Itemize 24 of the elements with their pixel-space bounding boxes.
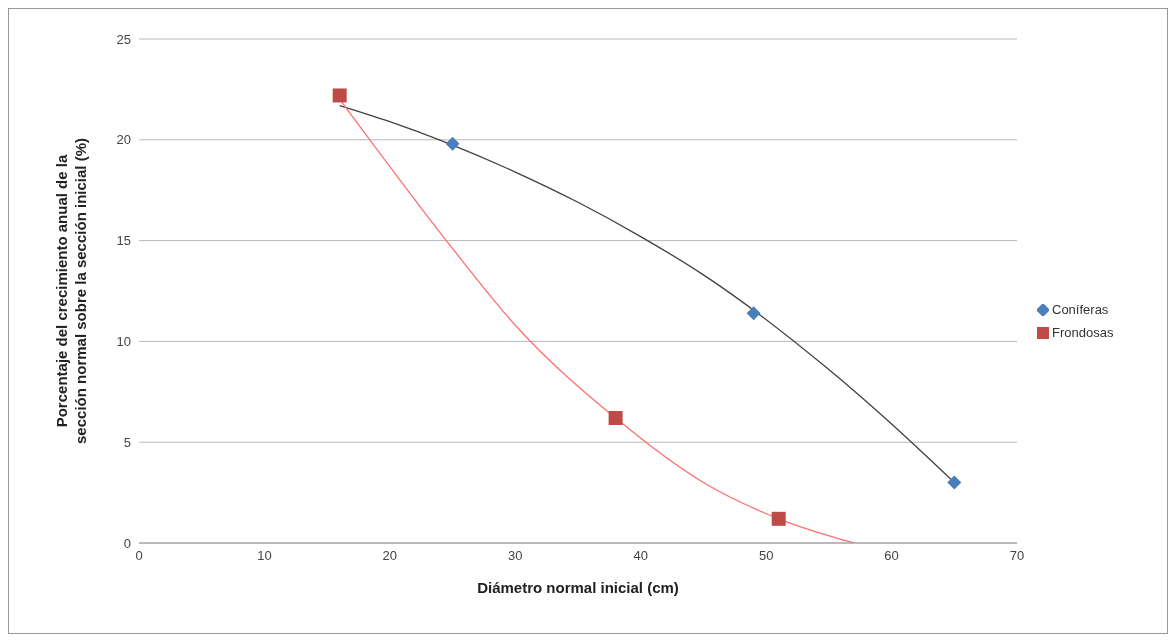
legend-label: Frondosas: [1052, 325, 1114, 340]
y-tick-label: 15: [116, 233, 131, 249]
x-tick-label: 60: [884, 548, 899, 564]
x-tick-label: 70: [1009, 548, 1025, 564]
x-tick-label: 10: [257, 548, 272, 564]
point: [332, 88, 347, 103]
x-tick-label: 0: [135, 548, 143, 564]
y-tick-label: 0: [123, 535, 131, 551]
y-tick-label: 25: [116, 31, 131, 47]
x-tick-label: 40: [633, 548, 648, 564]
y-tick-label: 5: [123, 434, 131, 450]
point: [608, 411, 623, 426]
y-axis-title: Porcentaje del crecimiento anual de la sección normal sobre la sección inicial (%): [53, 138, 89, 444]
x-tick-label: 30: [508, 548, 523, 564]
x-axis-title: Diámetro normal inicial (cm): [477, 579, 679, 596]
y-tick-label: 20: [116, 132, 131, 148]
point: [947, 475, 962, 490]
point: [771, 511, 786, 526]
y-tick-label: 10: [116, 334, 131, 350]
point: [746, 306, 761, 321]
x-tick-label: 20: [382, 548, 398, 564]
x-tick-label: 50: [758, 548, 774, 564]
point: [445, 136, 460, 151]
legend-label: Coníferas: [1052, 302, 1109, 317]
